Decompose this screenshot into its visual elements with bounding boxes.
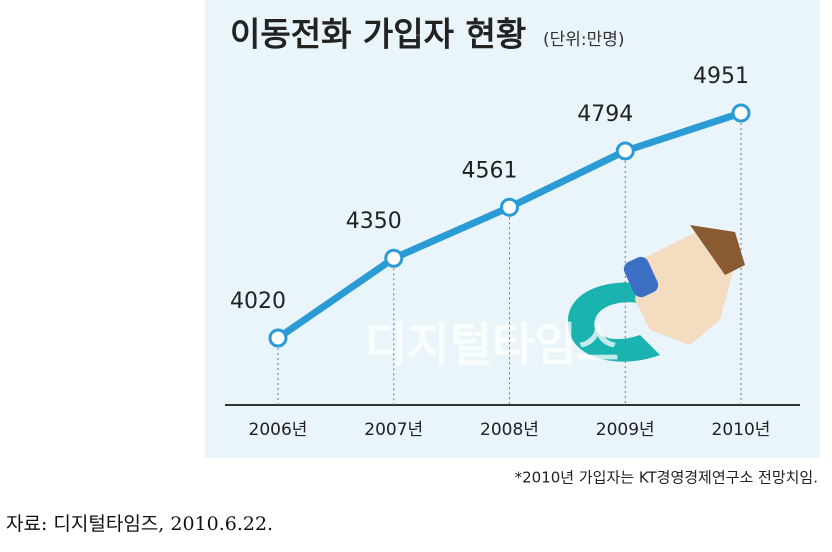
chart-background [205,0,820,458]
illustration [567,225,745,362]
chart-title: 이동전화 가입자 현황 [230,15,526,54]
x-tick-label: 2009년 [596,420,655,440]
data-point [384,248,404,268]
data-point [615,141,635,161]
data-label: 4561 [462,158,518,183]
chart-subtitle: (단위:만명) [543,30,625,50]
data-point [268,328,288,348]
data-point [731,103,751,123]
x-tick-label: 2008년 [480,420,539,440]
x-tick-label: 2010년 [712,420,771,440]
data-label: 4020 [230,289,286,314]
data-label: 4794 [577,102,633,127]
data-label: 4350 [346,209,402,234]
data-label: 4951 [693,64,749,89]
x-tick-label: 2006년 [249,420,308,440]
footnote: *2010년 가입자는 KT경영경제연구소 전망치임. [515,469,818,487]
data-point [500,197,519,217]
watermark: 디지털타임스 [365,318,619,372]
x-tick-label: 2007년 [364,420,423,440]
source: 자료: 디지털타임즈, 2010.6.22. [6,513,273,535]
